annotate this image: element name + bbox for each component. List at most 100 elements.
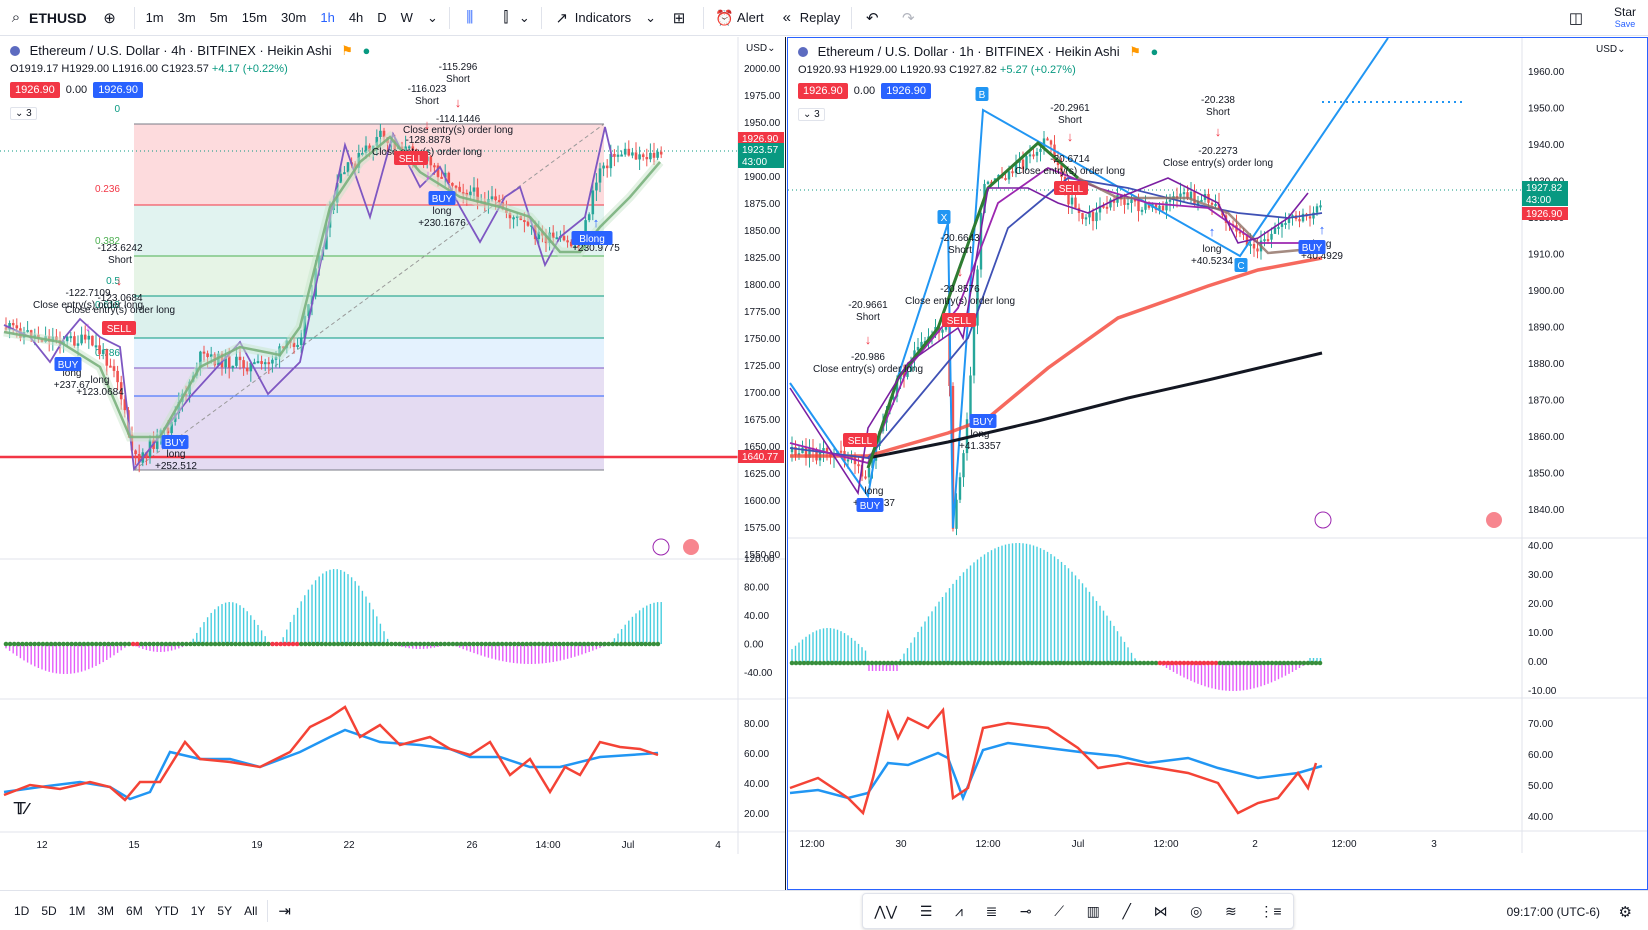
zero-line-dot — [1145, 660, 1151, 666]
indicators-label: Indicators — [574, 10, 632, 25]
lightning-icon — [652, 538, 670, 556]
zero-line-dot — [1285, 660, 1291, 666]
bar-style-button[interactable]: ⫼ — [454, 0, 490, 36]
heikin-ashi-candle — [916, 346, 920, 351]
trade-annotation: -116.023 — [408, 84, 447, 95]
range-ytd[interactable]: YTD — [154, 903, 179, 918]
layout-button[interactable]: ◫ — [1560, 0, 1596, 36]
interval-15m[interactable]: 15m — [241, 10, 268, 25]
zero-line-dot — [495, 641, 501, 647]
compare-button[interactable]: ⊕ — [94, 0, 130, 36]
chart-type-button[interactable]: ⫿ ⌄ — [490, 0, 537, 36]
heikin-ashi-candle — [116, 370, 119, 383]
gear-icon[interactable]: ⚙ — [1618, 904, 1632, 921]
zero-line-dot — [397, 641, 402, 647]
indicators-dropdown[interactable]: ⌄ — [638, 0, 663, 36]
zero-line-dot — [118, 641, 124, 647]
range-6m[interactable]: 6M — [126, 903, 143, 918]
horizontal-ray-icon[interactable]: ⊸ — [1019, 902, 1032, 919]
interval-dropdown[interactable]: ⌄ — [420, 0, 445, 36]
zero-line-dot — [380, 641, 386, 647]
zero-line-dot — [266, 641, 271, 647]
interval-4h[interactable]: 4h — [348, 10, 364, 25]
price-tick-label: 1940.00 — [1528, 140, 1565, 151]
range-1m[interactable]: 1M — [68, 903, 86, 918]
interval-1m[interactable]: 1m — [145, 10, 164, 25]
zero-line-dot — [1065, 660, 1071, 666]
save-button[interactable]: Star Save — [1614, 6, 1636, 30]
heikin-ashi-candle — [1287, 218, 1291, 223]
interval-w[interactable]: W — [400, 10, 413, 25]
heikin-ashi-candle — [1074, 197, 1077, 208]
replay-button[interactable]: « Replay — [771, 0, 847, 36]
indicator-toggle[interactable]: ⌄ 3 — [798, 108, 825, 121]
range-3m[interactable]: 3M — [97, 903, 115, 918]
sell-price-button[interactable]: 1926.90 — [798, 83, 848, 99]
heikin-ashi-candle — [1067, 188, 1070, 205]
buy-price-button[interactable]: 1926.90 — [881, 83, 931, 99]
fib-retracement-icon[interactable]: ≣ — [985, 902, 998, 919]
currency-selector[interactable]: USD⌄ — [1596, 44, 1626, 55]
trade-annotation: Close entry(s) order long — [65, 305, 175, 316]
buy-price-button[interactable]: 1926.90 — [93, 82, 143, 98]
interval-5m[interactable]: 5m — [209, 10, 228, 25]
bars-pattern-icon[interactable]: ▥ — [1086, 902, 1100, 919]
heikin-ashi-candle — [1315, 206, 1319, 213]
redo-button[interactable]: ↷ — [892, 0, 928, 36]
clock[interactable]: 09:17:00 (UTC-6) — [1506, 905, 1600, 919]
trend-line-icon[interactable]: ⟋ — [1054, 902, 1065, 919]
price-tick-label: 1900.00 — [1528, 286, 1565, 297]
goto-date-button[interactable]: ⇥ — [272, 902, 297, 920]
fib-circles-icon[interactable]: ◎ — [1190, 902, 1203, 919]
line-tool-icon[interactable]: ╱ — [1122, 902, 1131, 919]
short-arrow: ↓ — [116, 273, 123, 288]
symbol-search[interactable]: ⌕ ETHUSD — [0, 0, 94, 36]
trade-annotation: long — [91, 375, 110, 386]
heikin-ashi-candle — [292, 342, 296, 347]
range-5d[interactable]: 5D — [41, 903, 57, 918]
pattern-tool-icon[interactable]: ⋀⋁ — [874, 902, 898, 919]
heikin-ashi-candle — [260, 361, 263, 364]
trade-annotation: -20.986 — [851, 352, 885, 363]
settings-lines-icon[interactable]: ⋮≡ — [1259, 902, 1282, 919]
zero-line-dot — [134, 641, 140, 647]
price-tick-label: 1850.00 — [744, 226, 781, 237]
price-axis-marker-label: 1926.90 — [742, 134, 779, 145]
regression-icon[interactable]: ≋ — [1225, 902, 1237, 919]
xabcd-pattern-icon[interactable]: ⋈ — [1153, 902, 1168, 919]
range-all[interactable]: All — [244, 903, 258, 918]
heikin-ashi-candle — [443, 172, 447, 178]
alert-button[interactable]: ⏰ Alert — [708, 0, 771, 36]
range-1d[interactable]: 1D — [14, 903, 30, 918]
zero-line-dot — [438, 641, 443, 647]
elliott-wave-icon[interactable]: ⩘ — [955, 902, 963, 919]
zero-line-dot — [965, 660, 971, 666]
interval-3m[interactable]: 3m — [177, 10, 196, 25]
zero-line-dot — [241, 641, 247, 647]
right-trade-buttons: 1926.90 0.00 1926.90 — [798, 83, 931, 99]
undo-button[interactable]: ↶ — [856, 0, 892, 36]
indicator-toggle[interactable]: ⌄ 3 — [10, 107, 37, 120]
interval-1h[interactable]: 1h — [320, 10, 335, 25]
heikin-ashi-candle — [206, 353, 209, 357]
indicators-button[interactable]: ↗ Indicators — [546, 0, 638, 36]
sell-price-button[interactable]: 1926.90 — [10, 82, 60, 98]
interval-30m[interactable]: 30m — [281, 10, 307, 25]
right-chart-pane[interactable]: -20.2961 Short -20.238 Short -20.6714 Close e… — [787, 37, 1648, 890]
currency-selector[interactable]: USD⌄ — [746, 43, 776, 54]
interval-d[interactable]: D — [377, 10, 387, 25]
long-arrow: ↑ — [593, 215, 600, 230]
range-5y[interactable]: 5Y — [217, 903, 233, 918]
templates-button[interactable]: ⊞ — [663, 0, 699, 36]
heikin-ashi-candle — [526, 221, 530, 226]
price-tick-label: 1875.00 — [744, 199, 781, 210]
heikin-ashi-candle — [98, 345, 101, 355]
zero-line-dot — [905, 660, 911, 666]
range-1y[interactable]: 1Y — [190, 903, 206, 918]
heikin-ashi-candle — [808, 447, 811, 458]
heikin-ashi-candle — [602, 165, 605, 169]
parallel-channel-icon[interactable]: ☰ — [919, 902, 933, 919]
left-chart-pane[interactable]: 00.2360.3820.50.6180.786-115.296Short-11… — [0, 37, 786, 890]
left-chart-canvas[interactable]: 00.2360.3820.50.6180.786-115.296Short-11… — [0, 37, 785, 890]
